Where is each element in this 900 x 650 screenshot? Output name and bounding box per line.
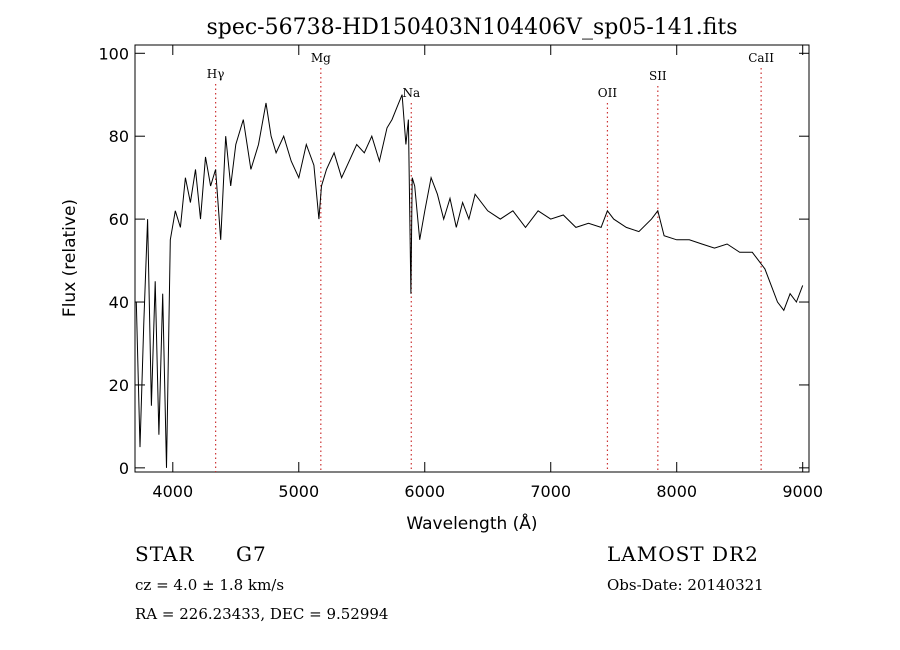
plot-frame (134, 44, 810, 473)
y-tick-label: 0 (119, 459, 129, 478)
line-marker-label: Hγ (207, 67, 225, 81)
y-tick-label: 40 (109, 293, 129, 312)
survey-name: LAMOST DR2 (607, 542, 759, 566)
axis-ticks: 4000 5000 6000 7000 8000 9000 0 20 40 60 80 100 (98, 44, 823, 501)
coordinates: RA = 226.23433, DEC = 9.52994 (135, 605, 389, 623)
line-marker-label: SII (649, 69, 667, 83)
y-tick-label: 60 (109, 210, 129, 229)
y-tick-label: 100 (98, 44, 129, 63)
x-axis-label: Wavelength (Å) (406, 512, 537, 534)
x-tick-label: 8000 (656, 482, 697, 501)
line-marker-label: Na (402, 86, 420, 100)
line-marker-label: Mg (311, 51, 331, 65)
x-tick-label: 7000 (530, 482, 571, 501)
x-tick-label: 9000 (782, 482, 823, 501)
line-marker-label: OII (598, 86, 618, 100)
y-tick-label: 20 (109, 376, 129, 395)
y-axis-label: Flux (relative) (60, 199, 80, 317)
y-tick-label: 80 (109, 127, 129, 146)
x-tick-label: 6000 (404, 482, 445, 501)
x-tick-label: 5000 (278, 482, 319, 501)
redshift-velocity: cz = 4.0 ± 1.8 km/s (135, 576, 285, 594)
spectrum-line (135, 94, 804, 468)
x-tick-label: 4000 (152, 482, 193, 501)
object-subclass: G7 (236, 542, 267, 566)
object-type: STAR (135, 542, 195, 566)
line-markers: Hγ Mg Na OII SII CaII (207, 51, 774, 472)
line-marker-label: CaII (748, 51, 774, 65)
chart-title: spec-56738-HD150403N104406V_sp05-141.fit… (206, 15, 737, 40)
observation-date: Obs-Date: 20140321 (607, 576, 764, 594)
